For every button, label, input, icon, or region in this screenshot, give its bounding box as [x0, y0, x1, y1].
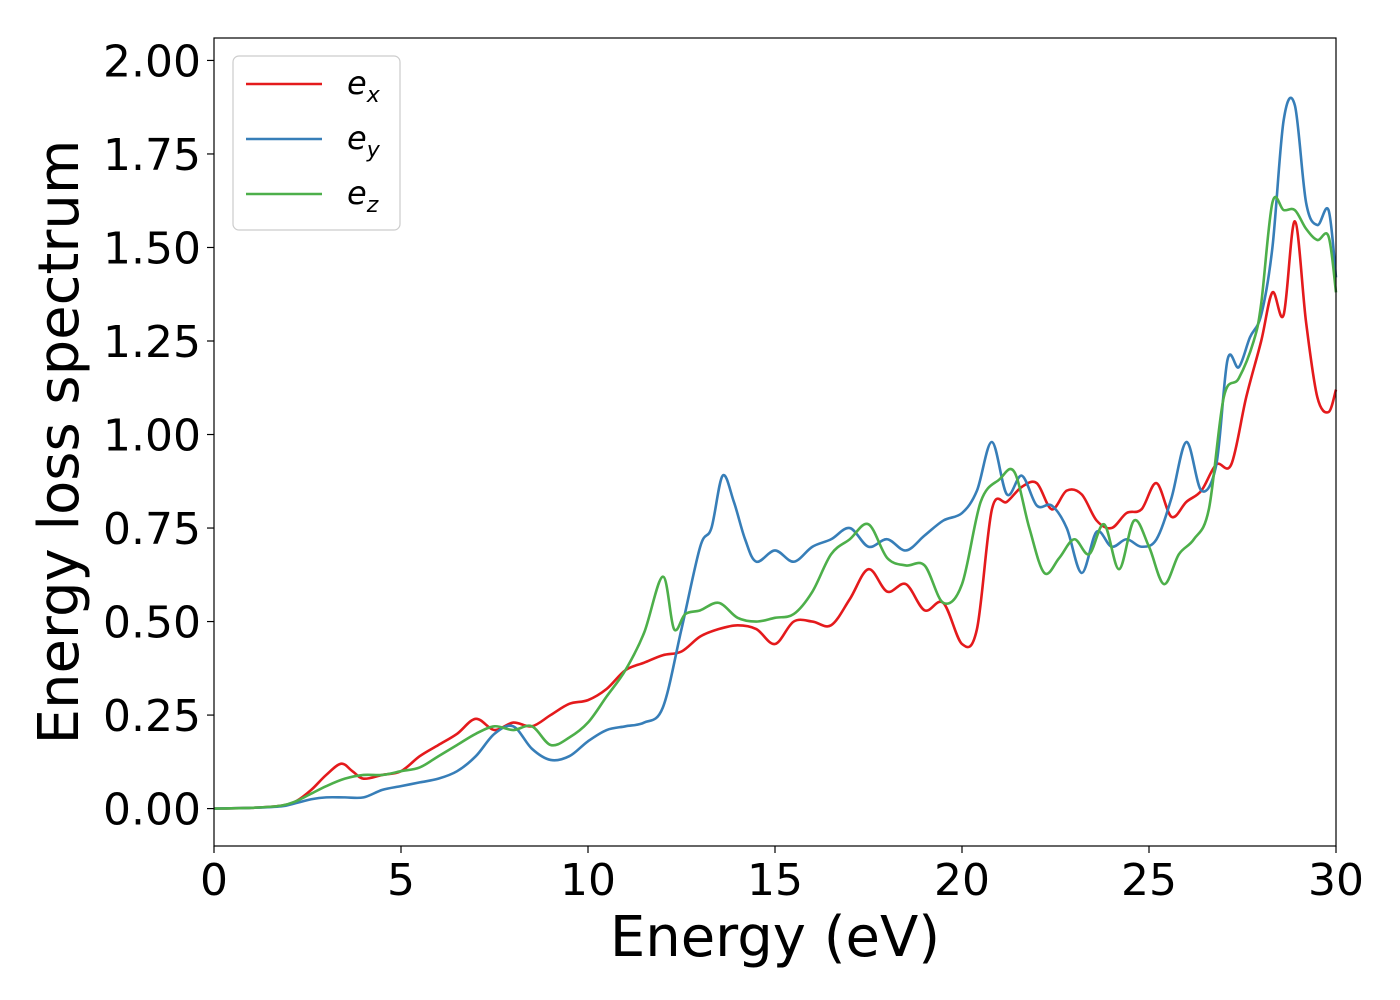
- legend: ex ey ez: [232, 55, 401, 231]
- x-tick-label: 15: [747, 855, 803, 906]
- series-line-y: [213, 96, 1338, 810]
- y-tick-label: 1.50: [103, 223, 201, 274]
- y-tick-label: 0.00: [103, 785, 201, 836]
- y-axis-title: Energy loss spectrum: [27, 140, 92, 745]
- y-tick-label: 1.00: [103, 411, 201, 462]
- y-axis: 0.00 0.25 0.50 0.75 1.00 1.25 1.50 1.75 2.00: [103, 36, 214, 836]
- series-line-x: [213, 219, 1338, 810]
- y-tick-label: 0.75: [103, 504, 201, 555]
- x-axis: 0 5 10 15 20 25 30: [200, 846, 1364, 906]
- y-tick-label: 0.25: [103, 691, 201, 742]
- x-tick-label: 30: [1308, 855, 1364, 906]
- plot-lines: [213, 96, 1338, 810]
- x-tick-label: 5: [387, 855, 415, 906]
- x-tick-label: 10: [560, 855, 616, 906]
- legend-label-x: ex: [347, 64, 381, 108]
- series-line-z: [213, 195, 1338, 810]
- x-axis-title: Energy (eV): [610, 905, 940, 970]
- x-tick-label: 0: [200, 855, 228, 906]
- legend-label-y: ey: [347, 119, 381, 163]
- y-tick-label: 2.00: [103, 36, 201, 87]
- x-tick-label: 20: [934, 855, 990, 906]
- x-tick-label: 25: [1121, 855, 1177, 906]
- y-tick-label: 1.75: [103, 130, 201, 181]
- legend-frame: [232, 55, 401, 231]
- legend-label-z: ez: [347, 174, 379, 218]
- y-tick-label: 1.25: [103, 317, 201, 368]
- y-tick-label: 0.50: [103, 598, 201, 649]
